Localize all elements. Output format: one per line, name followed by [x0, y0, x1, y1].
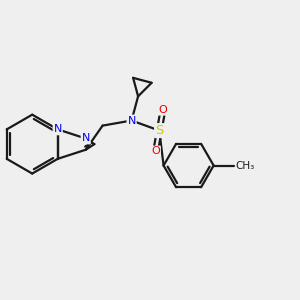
Text: N: N [53, 124, 62, 134]
Text: O: O [151, 146, 160, 157]
Text: N: N [128, 116, 136, 125]
Text: CH₃: CH₃ [236, 160, 255, 170]
Text: N: N [82, 134, 90, 143]
Text: O: O [159, 105, 167, 115]
Text: S: S [155, 124, 164, 137]
